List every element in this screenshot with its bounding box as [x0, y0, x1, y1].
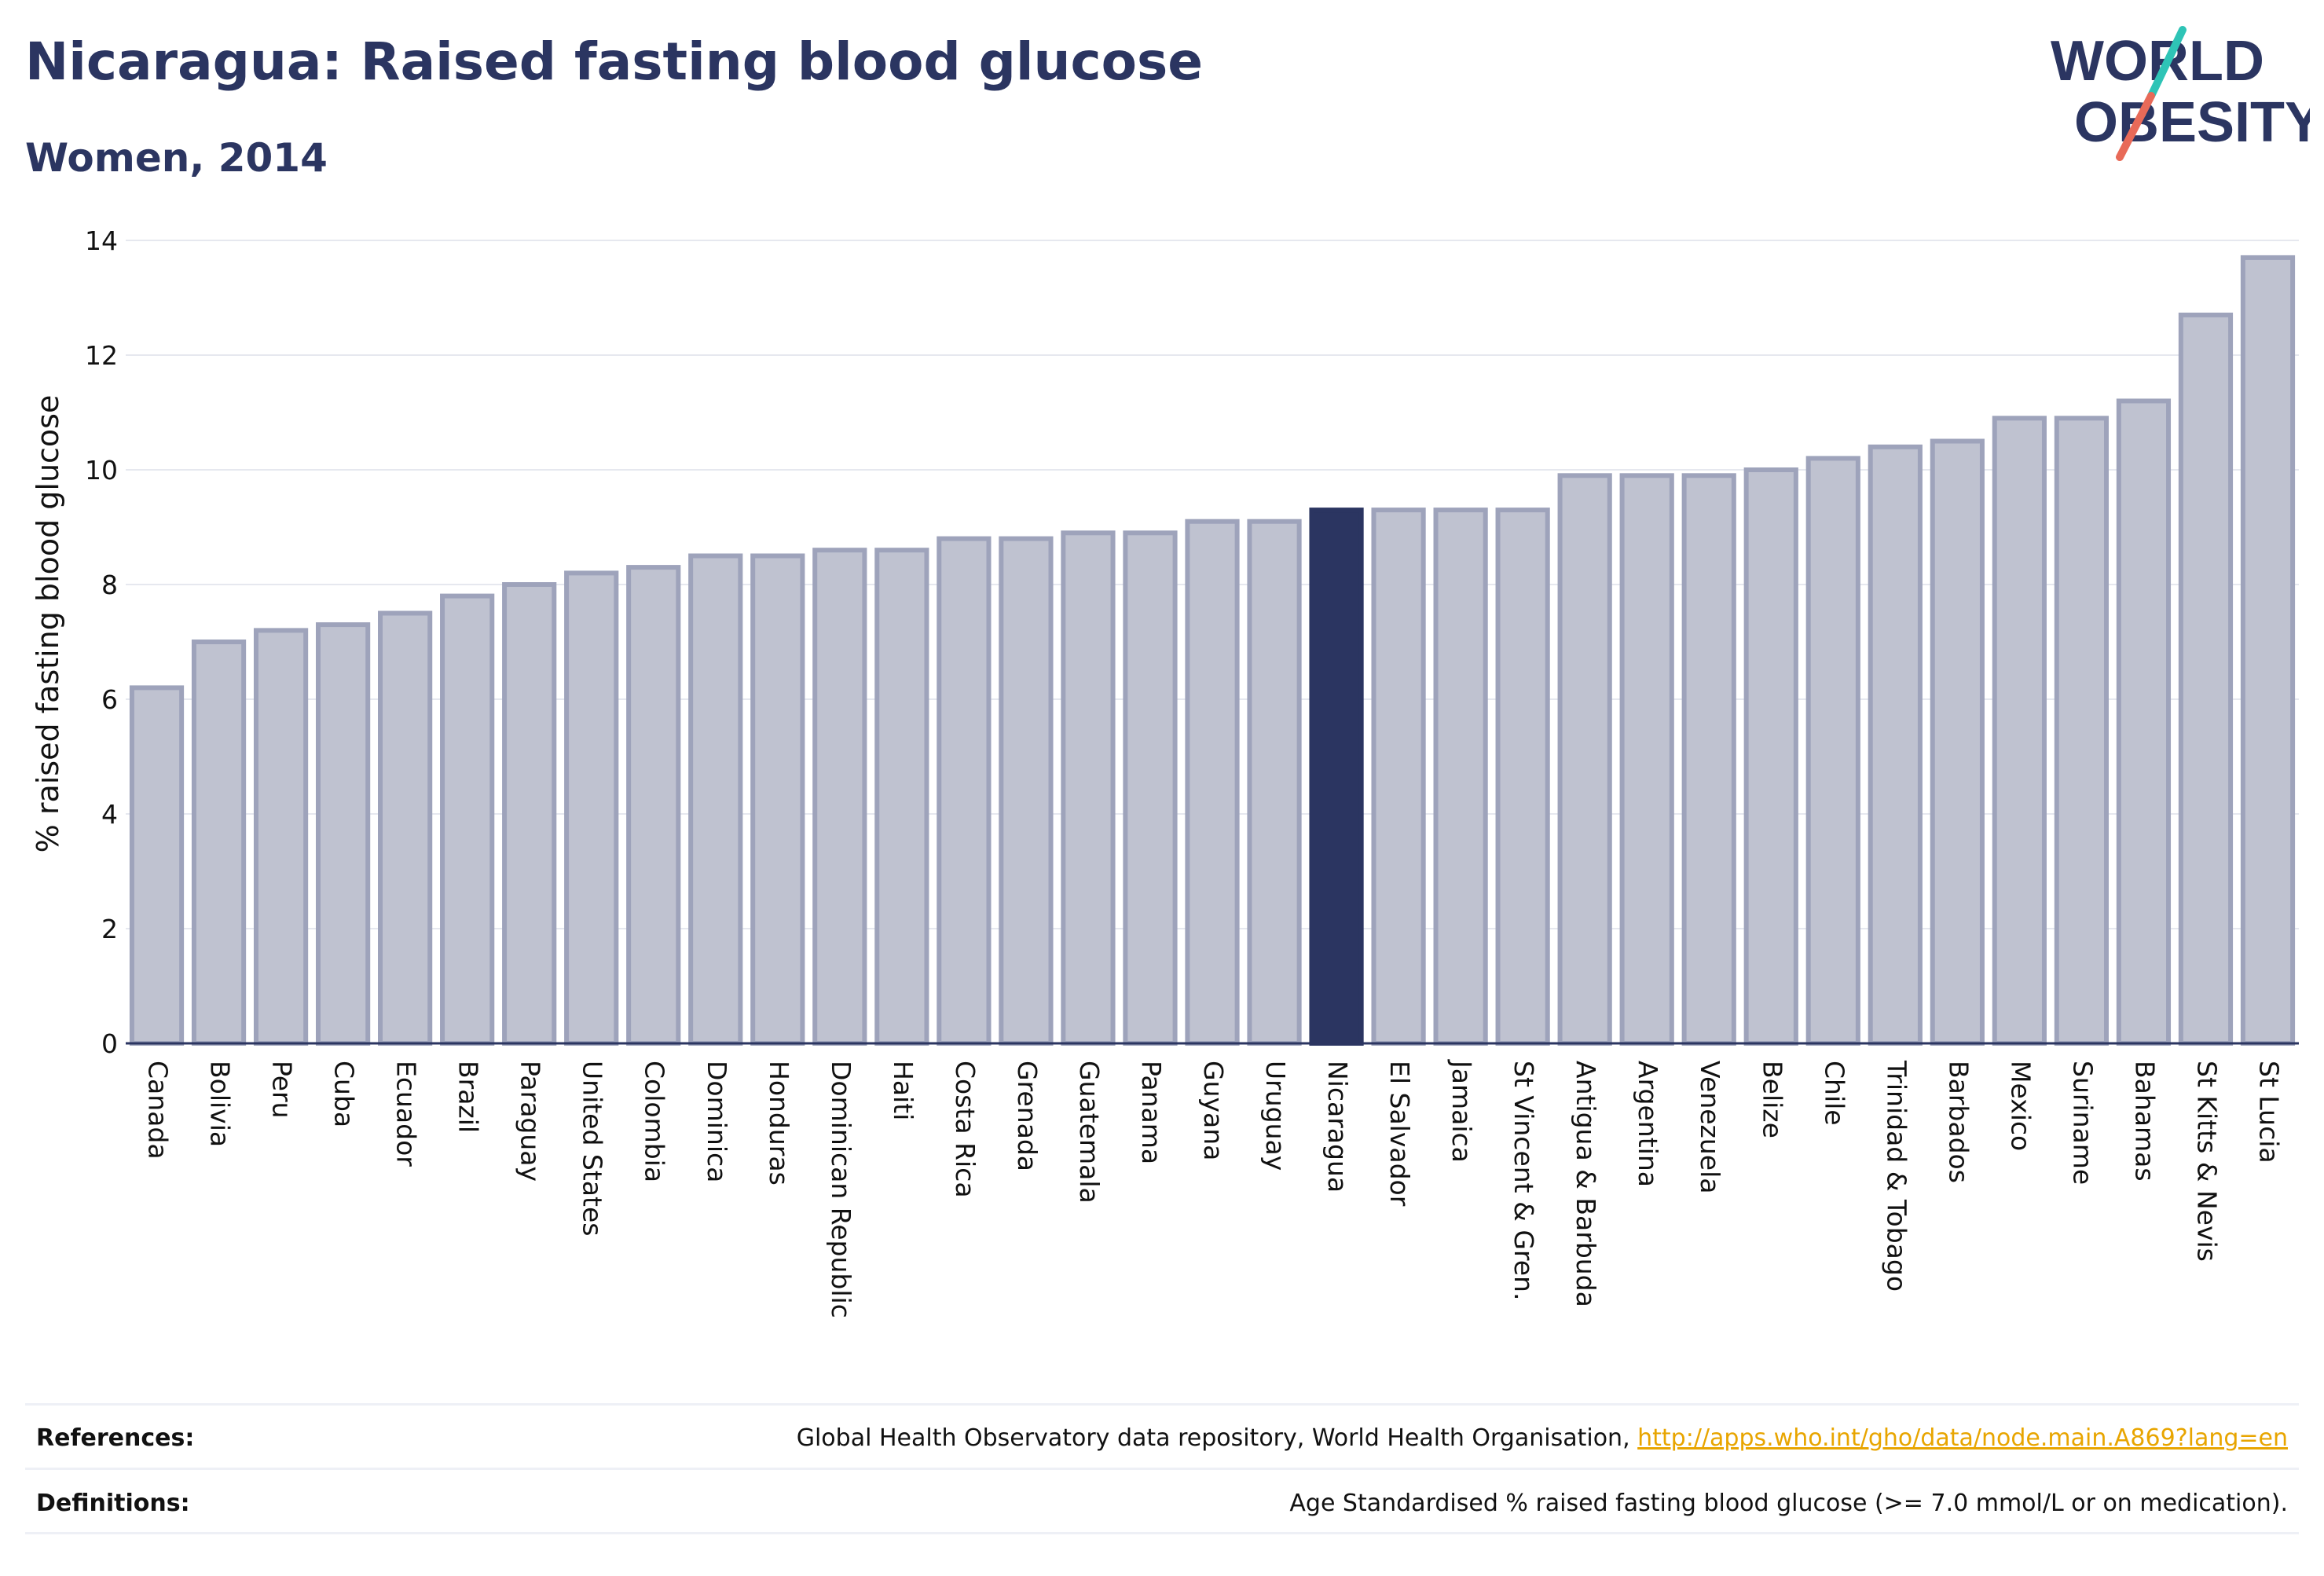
bar-haiti[interactable]: [874, 548, 929, 1046]
bars: [129, 255, 2296, 1046]
y-tick-label: 2: [101, 914, 118, 944]
bar-colombia[interactable]: [626, 565, 681, 1046]
x-tick-label: Bolivia: [205, 1061, 236, 1147]
y-axis-ticks: 0 2 4 6 8 10 12 14: [85, 225, 118, 1059]
logo-line2: OBESITY: [2074, 91, 2310, 154]
references-label: References:: [36, 1424, 195, 1452]
y-tick-label: 4: [101, 799, 118, 830]
bar-peru[interactable]: [253, 628, 309, 1046]
y-axis-label: % raised fasting blood glucose: [31, 395, 65, 853]
x-tick-label: Bahamas: [2129, 1061, 2160, 1182]
bar-mexico[interactable]: [1992, 416, 2047, 1046]
bar-argentina[interactable]: [1619, 473, 1674, 1046]
bar-dominican-republic[interactable]: [812, 548, 867, 1046]
x-tick-label: United States: [577, 1061, 608, 1236]
bar-brazil[interactable]: [440, 593, 495, 1046]
bar-guatemala[interactable]: [1061, 530, 1116, 1046]
chart-title: Nicaragua: Raised fasting blood glucose: [25, 31, 1204, 92]
bar-antigua-barbuda[interactable]: [1557, 473, 1612, 1046]
bar-panama[interactable]: [1123, 530, 1178, 1046]
x-tick-label: Guatemala: [1074, 1061, 1105, 1204]
bar-cuba[interactable]: [315, 622, 371, 1046]
x-tick-label: Haiti: [888, 1061, 918, 1120]
bar-ecuador[interactable]: [378, 610, 433, 1046]
bar-st-lucia[interactable]: [2240, 255, 2296, 1046]
x-tick-label: Peru: [267, 1061, 298, 1119]
x-tick-label: St Vincent & Gren.: [1508, 1061, 1539, 1300]
world-obesity-logo: WORLD OBESITY: [2051, 26, 2310, 161]
x-tick-label: Venezuela: [1695, 1061, 1725, 1193]
chart-subtitle: Women, 2014: [25, 135, 328, 181]
bar-nicaragua[interactable]: [1309, 508, 1364, 1046]
x-tick-label: Cuba: [329, 1061, 360, 1127]
bar-trinidad-tobago[interactable]: [1868, 444, 1923, 1046]
footer-divider-top: [25, 1403, 2299, 1406]
x-tick-label: Antigua & Barbuda: [1571, 1061, 1601, 1307]
bar-suriname[interactable]: [2054, 416, 2110, 1046]
footer-divider-bottom: [25, 1532, 2299, 1534]
x-tick-label: St Lucia: [2253, 1061, 2284, 1164]
y-tick-label: 8: [101, 570, 118, 600]
x-tick-label: El Salvador: [1384, 1061, 1415, 1207]
bar-bahamas[interactable]: [2116, 398, 2172, 1046]
x-tick-label: Panama: [1136, 1061, 1167, 1164]
x-tick-label: Nicaragua: [1322, 1061, 1353, 1193]
bar-belize[interactable]: [1743, 467, 1798, 1046]
bar-st-kitts-nevis[interactable]: [2178, 312, 2234, 1046]
x-tick-label: Paraguay: [515, 1061, 546, 1182]
bar-barbados[interactable]: [1930, 438, 1985, 1046]
x-tick-label: Dominican Republic: [826, 1061, 856, 1318]
x-tick-label: Argentina: [1633, 1061, 1663, 1187]
x-axis-labels: Canada Bolivia Peru Cuba Ecuador Brazil Paragu…: [143, 1059, 2285, 1318]
references-link[interactable]: http://apps.who.int/gho/data/node.main.A…: [1637, 1424, 2288, 1452]
bar-grenada[interactable]: [999, 536, 1054, 1046]
x-tick-label: Barbados: [1943, 1061, 1974, 1183]
x-tick-label: Uruguay: [1260, 1061, 1291, 1171]
x-tick-label: Grenada: [1012, 1061, 1043, 1171]
bar-chart: 0 2 4 6 8 10 12 14 Canada Bolivia Peru Cuba Ecuador…: [31, 225, 2299, 1318]
bar-paraguay[interactable]: [502, 582, 557, 1046]
x-tick-label: Trinidad & Tobago: [1881, 1060, 1912, 1292]
bar-guyana[interactable]: [1185, 519, 1240, 1046]
references-source: Global Health Observatory data repositor…: [796, 1424, 1638, 1452]
logo-slash-teal: [2147, 26, 2187, 100]
x-tick-label: Costa Rica: [950, 1061, 981, 1198]
x-tick-label: Honduras: [764, 1061, 794, 1186]
bar-dominica[interactable]: [688, 553, 743, 1046]
bar-united-states[interactable]: [564, 570, 619, 1046]
x-tick-label: Brazil: [453, 1061, 484, 1133]
bar-honduras[interactable]: [750, 553, 805, 1046]
x-tick-label: Belize: [1757, 1061, 1787, 1138]
y-tick-label: 10: [85, 455, 118, 486]
x-tick-label: Dominica: [702, 1061, 732, 1182]
definitions-label: Definitions:: [36, 1490, 190, 1517]
y-tick-label: 12: [85, 340, 118, 371]
logo-slash-red: [2116, 92, 2155, 161]
bar-st-vincent-gren-[interactable]: [1495, 508, 1550, 1046]
y-tick-label: 0: [101, 1028, 118, 1059]
bar-venezuela[interactable]: [1681, 473, 1736, 1046]
bar-uruguay[interactable]: [1247, 519, 1302, 1046]
x-tick-label: Chile: [1819, 1061, 1849, 1126]
x-tick-label: Colombia: [640, 1061, 670, 1182]
y-tick-label: 6: [101, 684, 118, 715]
references-text: Global Health Observatory data repositor…: [797, 1424, 2288, 1452]
x-tick-label: Ecuador: [391, 1061, 422, 1167]
bar-bolivia[interactable]: [191, 640, 247, 1046]
x-tick-label: Jamaica: [1446, 1059, 1477, 1163]
x-tick-label: Suriname: [2067, 1061, 2098, 1185]
bar-el-salvador[interactable]: [1371, 508, 1426, 1046]
bar-costa-rica[interactable]: [937, 536, 992, 1046]
bar-canada[interactable]: [129, 685, 185, 1046]
bar-jamaica[interactable]: [1433, 508, 1488, 1046]
x-tick-label: St Kitts & Nevis: [2191, 1061, 2222, 1262]
y-tick-label: 14: [85, 225, 118, 256]
x-tick-label: Guyana: [1198, 1061, 1229, 1160]
x-tick-label: Mexico: [2005, 1061, 2036, 1151]
bar-chile[interactable]: [1805, 456, 1860, 1046]
footer-divider-middle: [25, 1468, 2299, 1470]
x-tick-label: Canada: [143, 1061, 174, 1160]
definitions-text: Age Standardised % raised fasting blood …: [1289, 1490, 2288, 1517]
